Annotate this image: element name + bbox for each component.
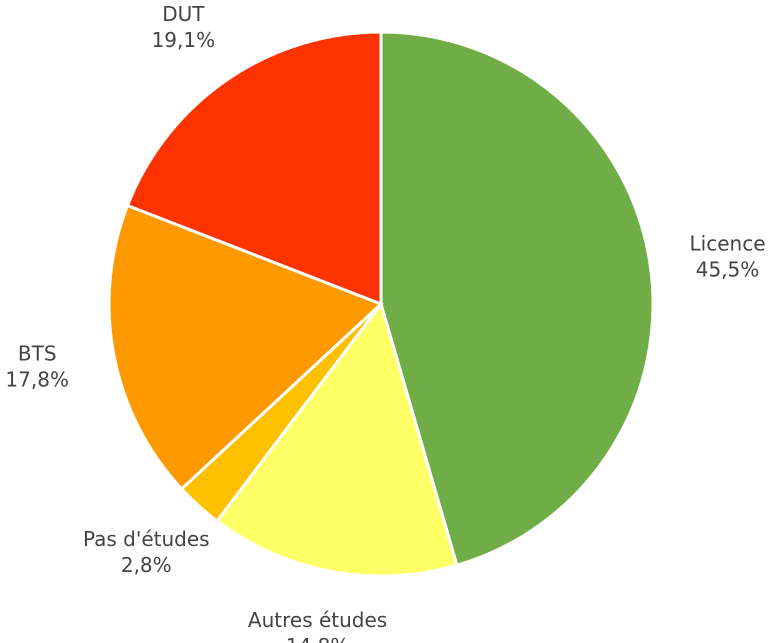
slice-value-label: 2,8% [121,553,172,577]
slice-label: DUT [162,2,205,26]
pie-slice [107,203,384,492]
pie-slice [214,300,459,578]
pie-slice [379,30,655,568]
slice-value-label: 19,1% [152,28,216,52]
slice-value-label: 17,8% [5,367,69,391]
slice-value-label: 14,8% [286,634,350,643]
slice-value-label: 45,5% [696,257,760,281]
slice-label: Pas d'études [83,527,210,551]
slice-label: BTS [18,341,57,365]
slice-label: Autres études [248,608,387,632]
pie-slice [125,30,383,307]
slice-label: Licence [690,231,766,255]
